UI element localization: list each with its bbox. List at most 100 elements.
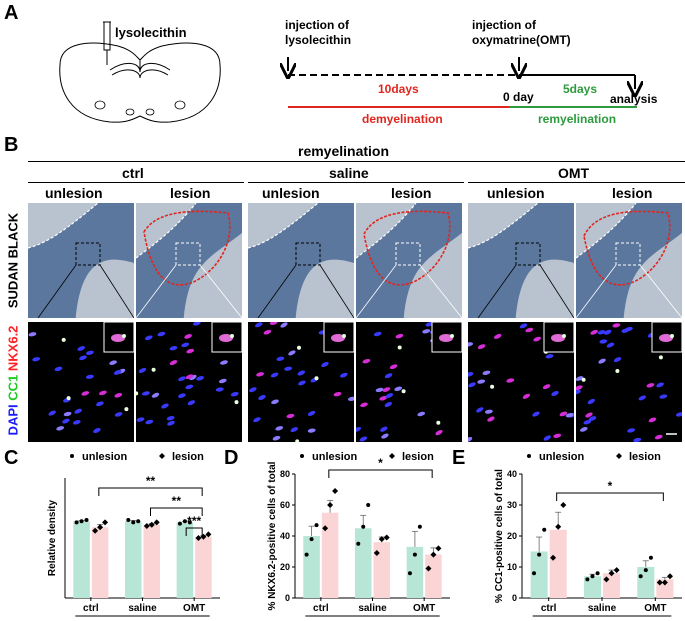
significance-bracket [556,492,664,501]
panel-label-c: C [4,447,19,469]
legend-lesion: lesion [402,451,434,463]
bar-lesion-OMT [195,536,212,598]
bar-lesion-saline [143,524,161,598]
panel-label-d: D [224,447,239,469]
legend-marker-unlesion [527,454,531,458]
data-point [417,524,422,529]
chart-e: unlesion lesion 0 10 20 30 40% CC1-positive ce… [494,451,682,617]
sudan-black-image [468,203,574,318]
fluorescence-image [248,322,354,442]
data-point [126,518,131,522]
syringe-icon [103,21,111,51]
bar-lesion-ctrl [549,529,567,598]
y-tick-label: 20 [507,531,517,541]
fluorescence-image [356,322,462,442]
y-tick-label: 40 [507,469,517,479]
data-point [648,555,653,560]
legend-marker-unlesion [70,454,74,458]
legend-lesion: lesion [172,451,204,463]
data-point [79,519,84,524]
data-point [182,519,187,524]
legend-marker-lesion [616,453,622,459]
data-point [332,488,339,495]
significance-bracket [98,487,203,496]
injection1-label: injection of lysolecithin [285,18,352,47]
data-point [560,502,567,508]
x-tick-label-ctrl: ctrl [313,603,329,614]
sudan-black-image [248,203,354,318]
data-point [356,541,361,546]
fluorescence-image [28,322,134,442]
fluorescence-image [576,322,682,442]
bar-lesion-OMT [425,554,442,598]
significance-label: * [608,479,613,493]
data-point [378,536,385,543]
x-tick-label-OMT: OMT [644,603,666,614]
data-point [532,571,537,576]
data-point [177,521,182,526]
x-tick-label-OMT: OMT [183,603,205,614]
cond-label: lesion [170,185,211,201]
data-point [195,535,202,541]
brain-schematic [59,21,221,123]
bar-lesion-ctrl [321,512,339,598]
lysolecithin-label: lysolecithin [115,25,187,40]
data-point [638,574,643,579]
data-point [309,537,314,542]
x-tick-label-ctrl: ctrl [541,603,557,614]
bar-unlesion-saline [583,576,601,598]
panel-label-a: A [4,2,19,24]
data-point [92,527,99,534]
legend-marker-lesion [159,453,165,459]
fluorescence-image [136,322,242,442]
y-tick-label: 0 [285,593,290,603]
data-point [542,527,547,532]
stain-label-sudan: SUDAN BLACK [5,212,21,309]
data-point [187,520,192,525]
data-point [153,519,160,526]
bar-lesion-ctrl [91,527,109,598]
data-point [585,577,590,582]
bar-unlesion-OMT [406,546,424,598]
data-point [84,518,89,522]
y-axis-label: % NKX6.2-positive cells of total [267,461,278,610]
significance-label: ** [146,474,156,488]
data-point [666,573,673,580]
legend-unlesion: unlesion [312,451,358,463]
y-tick-label: 20 [280,562,290,572]
x-tick-label-OMT: OMT [413,603,435,614]
significance-bracket [328,469,433,478]
data-point [143,523,150,529]
x-tick-label-ctrl: ctrl [83,603,99,614]
data-point [550,554,557,561]
significance-bracket [150,507,203,516]
demyelination-label: demyelination [362,112,443,126]
data-point [656,579,663,586]
y-axis-label: % CC1-positive cells of total [494,469,505,603]
data-point [613,567,620,574]
days5-label: 5days [563,82,598,96]
chart-c: unlesion lesion Relative density ctrl saline… [47,451,220,617]
data-point [205,531,212,538]
significance-label: * [378,456,383,470]
data-point [74,520,79,525]
legend-lesion: lesion [629,451,661,463]
data-point [383,534,390,541]
x-tick-label-saline: saline [358,603,387,614]
data-point [661,579,668,586]
cond-label: unlesion [487,185,545,201]
data-point [361,524,366,529]
data-point [537,552,542,557]
y-axis-label: Relative density [47,499,58,576]
data-point [304,552,309,557]
chart-d: unlesion lesion 0 20 40 60 80% NKX6.2-positive… [267,451,450,617]
y-tick-label: 0 [512,593,517,603]
significance-bracket [185,527,203,536]
data-point [314,523,319,528]
data-point [603,576,610,583]
y-tick-label: 30 [507,500,517,510]
sudan-black-image [576,203,682,318]
data-point [97,524,104,531]
cond-label: lesion [391,185,432,201]
data-point [322,525,329,532]
